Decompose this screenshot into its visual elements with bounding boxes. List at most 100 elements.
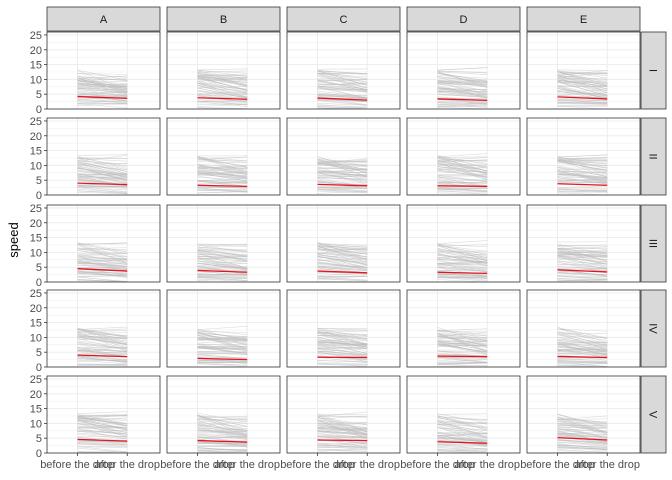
individual-line bbox=[77, 344, 128, 349]
x-tick-label: after the drop bbox=[95, 459, 160, 471]
panel-border bbox=[286, 375, 401, 454]
individual-line bbox=[77, 429, 128, 435]
individual-line bbox=[437, 157, 488, 162]
individual-line bbox=[317, 277, 368, 281]
panel-border bbox=[166, 31, 281, 110]
individual-line bbox=[317, 422, 368, 426]
individual-line bbox=[197, 418, 248, 430]
facet-strip-row bbox=[640, 289, 667, 368]
individual-line bbox=[317, 427, 368, 430]
individual-line bbox=[197, 161, 248, 164]
individual-line bbox=[317, 356, 368, 364]
individual-line bbox=[437, 336, 488, 339]
individual-line bbox=[197, 74, 248, 78]
individual-line bbox=[317, 79, 368, 82]
individual-line bbox=[317, 157, 368, 167]
panel-border bbox=[286, 289, 401, 368]
individual-line bbox=[317, 252, 368, 258]
mean-line bbox=[317, 270, 368, 274]
individual-line bbox=[437, 87, 488, 93]
individual-line bbox=[197, 91, 248, 95]
individual-line bbox=[77, 267, 128, 270]
individual-line bbox=[197, 346, 248, 351]
individual-line bbox=[317, 350, 368, 357]
individual-line bbox=[197, 273, 248, 276]
individual-lines bbox=[557, 327, 608, 368]
individual-line bbox=[557, 187, 608, 189]
individual-line bbox=[197, 92, 248, 96]
individual-line bbox=[197, 172, 248, 182]
individual-line bbox=[557, 171, 608, 176]
individual-line bbox=[437, 365, 488, 367]
individual-line bbox=[557, 252, 608, 261]
individual-line bbox=[437, 87, 488, 91]
individual-line bbox=[77, 187, 128, 191]
individual-line bbox=[437, 329, 488, 335]
individual-line bbox=[197, 74, 248, 77]
individual-line bbox=[437, 90, 488, 96]
individual-line bbox=[437, 253, 488, 266]
y-tick-label: 5 bbox=[36, 347, 42, 359]
individual-line bbox=[437, 72, 488, 82]
individual-line bbox=[557, 189, 608, 192]
individual-line bbox=[437, 91, 488, 99]
individual-line bbox=[317, 245, 368, 249]
individual-line bbox=[317, 159, 368, 174]
individual-line bbox=[197, 443, 248, 445]
individual-line bbox=[557, 328, 608, 339]
individual-line bbox=[77, 419, 128, 438]
individual-line bbox=[437, 259, 488, 273]
individual-line bbox=[557, 185, 608, 188]
individual-lines bbox=[197, 68, 248, 110]
individual-line bbox=[317, 448, 368, 452]
individual-line bbox=[437, 82, 488, 87]
y-tick-label: 15 bbox=[30, 60, 42, 72]
facet-strip-column bbox=[46, 6, 161, 32]
individual-line bbox=[197, 353, 248, 355]
individual-lines bbox=[437, 67, 488, 110]
individual-line bbox=[437, 187, 488, 191]
individual-line bbox=[317, 355, 368, 362]
panel-border bbox=[526, 289, 641, 368]
individual-line bbox=[437, 243, 488, 248]
individual-line bbox=[317, 106, 368, 109]
individual-line bbox=[317, 104, 368, 109]
individual-line bbox=[197, 181, 248, 185]
individual-line bbox=[557, 350, 608, 354]
individual-line bbox=[437, 192, 488, 195]
individual-line bbox=[197, 417, 248, 425]
y-tick-label: 15 bbox=[30, 233, 42, 245]
y-tick-label: 10 bbox=[30, 74, 42, 86]
individual-line bbox=[317, 449, 368, 452]
facet-strip-column bbox=[286, 6, 401, 32]
panel-border bbox=[286, 204, 401, 283]
individual-line bbox=[557, 275, 608, 279]
individual-line bbox=[77, 436, 128, 441]
individual-line bbox=[77, 347, 128, 352]
individual-line bbox=[77, 329, 128, 332]
individual-line bbox=[77, 99, 128, 103]
individual-line bbox=[197, 165, 248, 172]
individual-line bbox=[197, 416, 248, 427]
y-tick-label: 15 bbox=[30, 318, 42, 330]
individual-line bbox=[557, 246, 608, 250]
individual-line bbox=[317, 348, 368, 353]
individual-line bbox=[557, 360, 608, 363]
individual-line bbox=[557, 75, 608, 87]
individual-line bbox=[557, 270, 608, 276]
individual-line bbox=[437, 432, 488, 439]
individual-line bbox=[317, 99, 368, 106]
individual-line bbox=[317, 90, 368, 98]
individual-line bbox=[317, 440, 368, 444]
individual-line bbox=[437, 437, 488, 443]
mean-line bbox=[77, 438, 128, 442]
individual-line bbox=[197, 243, 248, 246]
x-tick-label: after the drop bbox=[215, 459, 280, 471]
individual-line bbox=[557, 415, 608, 420]
individual-line bbox=[317, 361, 368, 365]
individual-line bbox=[437, 444, 488, 450]
individual-line bbox=[77, 160, 128, 166]
individual-line bbox=[317, 443, 368, 447]
individual-line bbox=[77, 79, 128, 86]
individual-line bbox=[557, 80, 608, 83]
